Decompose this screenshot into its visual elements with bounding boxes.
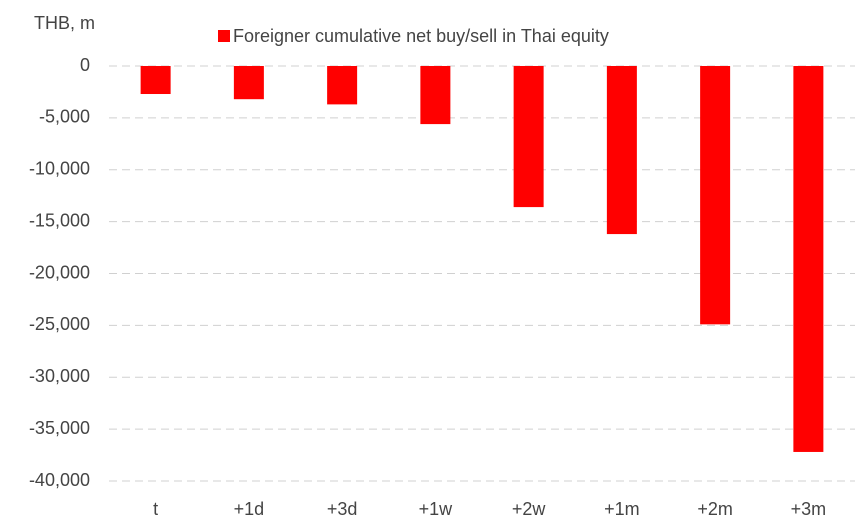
y-tick-label: 0 xyxy=(80,55,90,75)
x-tick-label: +2w xyxy=(512,499,547,519)
bar xyxy=(513,66,544,208)
y-tick-label: -25,000 xyxy=(29,314,90,334)
x-tick-label: +3d xyxy=(327,499,358,519)
x-tick-label: +2m xyxy=(697,499,733,519)
bar xyxy=(606,66,637,235)
y-tick-label: -40,000 xyxy=(29,470,90,490)
x-tick-label: +3m xyxy=(791,499,827,519)
legend-label: Foreigner cumulative net buy/sell in Tha… xyxy=(233,26,609,46)
y-tick-label: -30,000 xyxy=(29,366,90,386)
x-tick-label: t xyxy=(153,499,158,519)
y-tick-label: -35,000 xyxy=(29,418,90,438)
y-tick-label: -5,000 xyxy=(39,107,90,127)
bar xyxy=(700,66,731,325)
y-axis-label: THB, m xyxy=(34,13,95,33)
y-tick-label: -15,000 xyxy=(29,210,90,230)
bar xyxy=(327,66,358,105)
x-tick-label: +1d xyxy=(234,499,265,519)
bar xyxy=(793,66,824,452)
x-tick-label: +1w xyxy=(419,499,454,519)
bar xyxy=(420,66,451,125)
bar xyxy=(233,66,264,100)
y-tick-label: -10,000 xyxy=(29,159,90,179)
y-tick-label: -20,000 xyxy=(29,262,90,282)
x-tick-label: +1m xyxy=(604,499,640,519)
legend-swatch xyxy=(218,30,230,42)
bar xyxy=(140,66,171,95)
